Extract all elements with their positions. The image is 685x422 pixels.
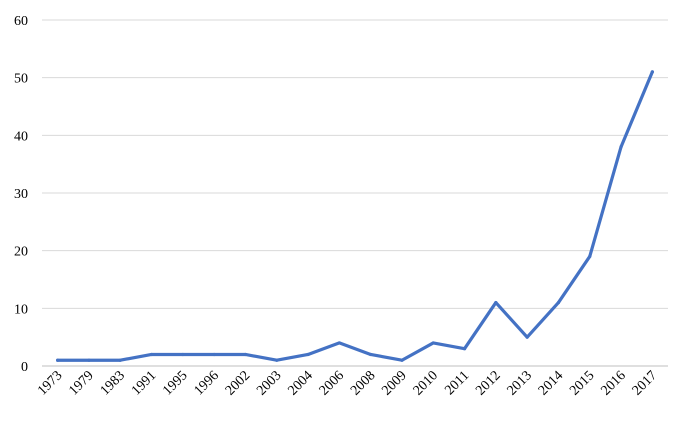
data-point [431,341,435,345]
y-tick-label: 50 [14,72,28,87]
data-point [181,352,185,357]
x-tick-label: 2011 [442,368,472,398]
x-tick-label: 2017 [630,368,660,398]
gridlines [42,19,668,367]
data-point [275,358,279,362]
data-point [212,352,216,357]
x-tick-label: 2015 [567,368,597,398]
data-point [650,70,654,74]
y-tick-label: 60 [14,14,28,29]
x-tick-label: 2009 [379,368,409,398]
y-tick-label: 40 [14,129,28,144]
y-tick-label: 10 [14,302,28,317]
x-tick-label: 2006 [317,368,347,398]
data-series [56,70,654,362]
x-tick-label: 1995 [160,368,190,398]
x-tick-label: 2012 [473,368,503,398]
x-tick-label: 1973 [35,368,65,398]
data-point [400,358,404,362]
x-tick-label: 1983 [98,368,128,398]
data-point [588,254,592,259]
data-point [619,145,623,149]
data-point [369,352,373,357]
x-tick-label: 1991 [129,368,159,398]
x-tick-label: 2010 [411,368,441,398]
data-point [337,341,341,345]
y-axis-tick-labels: 0 10 20 30 40 50 60 [14,14,28,375]
data-point [149,352,154,357]
data-point [525,335,529,339]
x-tick-label: 2002 [223,368,253,398]
x-tick-label: 2008 [348,368,378,398]
x-tick-label: 2003 [254,368,284,398]
data-point [306,352,310,357]
y-tick-label: 20 [14,245,28,260]
data-point [243,352,248,357]
data-point [87,358,91,362]
x-tick-label: 1979 [66,368,96,398]
data-point [56,358,60,362]
x-axis-tick-labels: 1973 1979 1983 1991 1995 1996 2002 2003 2004 2006… [35,368,660,398]
y-tick-label: 30 [14,187,28,202]
data-point [118,358,122,362]
series-line [56,70,654,362]
data-point [494,300,498,305]
x-tick-label: 2014 [536,368,566,398]
x-tick-label: 2004 [285,368,315,398]
data-point [462,347,467,351]
x-tick-label: 2016 [598,368,628,398]
data-point [556,300,561,305]
x-tick-label: 2013 [505,368,535,398]
y-tick-label: 0 [21,360,28,375]
x-tick-label: 1996 [192,368,222,398]
